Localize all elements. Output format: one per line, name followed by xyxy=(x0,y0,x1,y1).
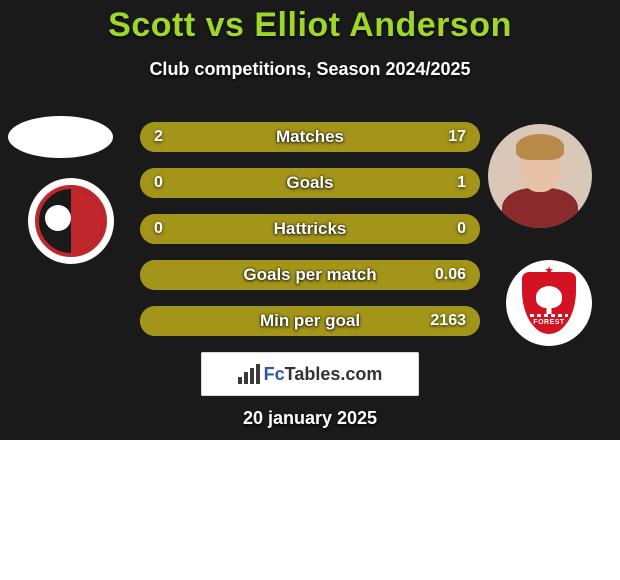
branding-suffix: Tables.com xyxy=(285,364,383,384)
stat-row: 0Hattricks0 xyxy=(140,214,480,244)
lower-blank-area xyxy=(0,440,620,580)
stat-value-right: 1 xyxy=(457,168,466,198)
stats-container: 2Matches170Goals10Hattricks0Goals per ma… xyxy=(140,122,480,352)
stat-value-right: 2163 xyxy=(430,306,466,336)
stat-value-right: 0.06 xyxy=(435,260,466,290)
stat-label: Min per goal xyxy=(140,306,480,336)
stat-row: 0Goals1 xyxy=(140,168,480,198)
stat-label: Goals xyxy=(140,168,480,198)
stat-row: Min per goal2163 xyxy=(140,306,480,336)
branding-prefix: Fc xyxy=(264,364,285,384)
page-title: Scott vs Elliot Anderson xyxy=(0,0,620,45)
stat-value-right: 0 xyxy=(457,214,466,244)
club-crest-right-text: FOREST xyxy=(522,319,576,326)
stat-label: Hattricks xyxy=(140,214,480,244)
branding-badge: FcTables.com xyxy=(201,352,419,396)
branding-text: FcTables.com xyxy=(264,364,383,385)
stat-row: 2Matches17 xyxy=(140,122,480,152)
stat-label: Matches xyxy=(140,122,480,152)
stat-row: Goals per match0.06 xyxy=(140,260,480,290)
stat-label: Goals per match xyxy=(140,260,480,290)
player-avatar-left xyxy=(8,116,113,158)
player-avatar-right xyxy=(488,124,592,228)
club-crest-right: ★ FOREST xyxy=(506,260,592,346)
snapshot-date: 20 january 2025 xyxy=(0,408,620,429)
bar-chart-icon xyxy=(238,364,260,384)
stat-value-right: 17 xyxy=(448,122,466,152)
club-crest-left xyxy=(28,178,114,264)
page-subtitle: Club competitions, Season 2024/2025 xyxy=(0,59,620,80)
